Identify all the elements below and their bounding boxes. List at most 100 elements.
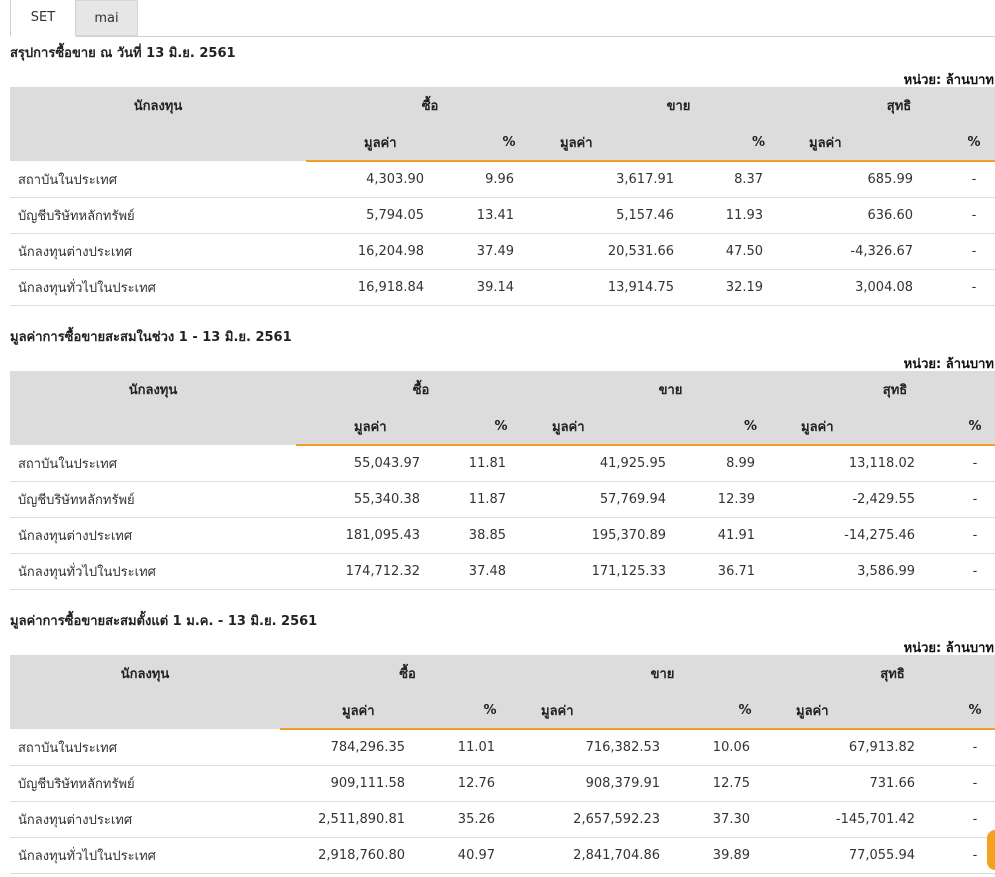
table-row: สถาบันในประเทศ 55,043.97 11.81 41,925.95 8.9… (10, 445, 995, 482)
buy-percent-cell: 11.01 (445, 729, 536, 766)
section-title-daily: สรุปการซื้อขาย ณ วันที่ 13 มิ.ย. 2561 (10, 46, 236, 61)
net-percent-cell: - (953, 161, 995, 198)
header-sell-percent: % (700, 692, 791, 730)
sell-value-cell: 5,157.46 (554, 197, 715, 234)
header-net-value: มูลค่า (803, 124, 954, 162)
header-buy-value: มูลค่า (280, 692, 445, 730)
investor-name-cell: นักลงทุนทั่วไปในประเทศ (10, 269, 306, 306)
header-buy: ซื้อ (296, 371, 547, 408)
buy-percent-cell: 37.49 (464, 233, 555, 270)
net-percent-cell: - (955, 445, 995, 482)
buy-percent-cell: 13.41 (464, 197, 555, 234)
buy-percent-cell: 11.81 (456, 445, 547, 482)
summary-table-year-to-date: นักลงทุน ซื้อ ขาย สุทธิ มูลค่า % มูลค่า … (10, 655, 995, 874)
sell-percent-cell: 47.50 (714, 233, 804, 270)
header-buy-percent: % (464, 124, 555, 162)
table-row: นักลงทุนทั่วไปในประเทศ 2,918,760.80 40.97 2… (10, 837, 995, 874)
sell-value-cell: 195,370.89 (546, 517, 707, 554)
tab-mai[interactable]: mai (76, 0, 138, 36)
sell-percent-cell: 36.71 (706, 553, 796, 590)
buy-percent-cell: 11.87 (456, 481, 547, 518)
buy-value-cell: 909,111.58 (280, 765, 445, 802)
sell-percent-cell: 32.19 (714, 269, 804, 306)
net-percent-cell: - (953, 269, 995, 306)
buy-value-cell: 4,303.90 (306, 161, 464, 198)
sell-percent-cell: 10.06 (700, 729, 791, 766)
buy-value-cell: 181,095.43 (296, 517, 456, 554)
sell-value-cell: 20,531.66 (554, 233, 715, 270)
buy-percent-cell: 40.97 (445, 837, 536, 874)
sell-percent-cell: 37.30 (700, 801, 791, 838)
net-percent-cell: - (953, 197, 995, 234)
header-sell: ขาย (554, 87, 804, 124)
buy-value-cell: 16,204.98 (306, 233, 464, 270)
header-sell-value: มูลค่า (554, 124, 715, 162)
net-percent-cell: - (955, 765, 995, 802)
table-row: สถาบันในประเทศ 4,303.90 9.96 3,617.91 8.37 68… (10, 161, 995, 198)
net-value-cell: 13,118.02 (795, 445, 956, 482)
buy-percent-cell: 37.48 (456, 553, 547, 590)
buy-percent-cell: 35.26 (445, 801, 536, 838)
net-percent-cell: - (953, 233, 995, 270)
market-tabs: SET mai (10, 0, 995, 37)
header-sell-percent: % (714, 124, 804, 162)
header-blank (10, 408, 296, 445)
net-value-cell: -4,326.67 (803, 233, 954, 270)
summary-table-month-to-date: นักลงทุน ซื้อ ขาย สุทธิ มูลค่า % มูลค่า … (10, 371, 995, 590)
investor-name-cell: บัญชีบริษัทหลักทรัพย์ (10, 765, 280, 802)
header-sell: ขาย (535, 655, 791, 692)
buy-value-cell: 174,712.32 (296, 553, 456, 590)
net-value-cell: -14,275.46 (795, 517, 956, 554)
buy-value-cell: 16,918.84 (306, 269, 464, 306)
sell-percent-cell: 41.91 (706, 517, 796, 554)
investor-name-cell: นักลงทุนทั่วไปในประเทศ (10, 553, 296, 590)
header-net-value: มูลค่า (790, 692, 956, 730)
investor-name-cell: นักลงทุนต่างประเทศ (10, 233, 306, 270)
header-sell-percent: % (706, 408, 796, 446)
buy-percent-cell: 39.14 (464, 269, 555, 306)
header-net-percent: % (955, 692, 995, 730)
net-percent-cell: - (955, 517, 995, 554)
net-value-cell: -145,701.42 (790, 801, 956, 838)
net-value-cell: 636.60 (803, 197, 954, 234)
header-blank (10, 692, 280, 729)
buy-value-cell: 2,918,760.80 (280, 837, 445, 874)
net-value-cell: 685.99 (803, 161, 954, 198)
net-value-cell: 77,055.94 (790, 837, 956, 874)
sell-percent-cell: 12.75 (700, 765, 791, 802)
investor-name-cell: สถาบันในประเทศ (10, 445, 296, 482)
sell-value-cell: 908,379.91 (535, 765, 701, 802)
sell-value-cell: 57,769.94 (546, 481, 707, 518)
net-value-cell: 3,586.99 (795, 553, 956, 590)
floating-widget-tab[interactable] (987, 830, 995, 870)
header-investor: นักลงทุน (10, 371, 296, 408)
unit-label: หน่วย: ล้านบาท (903, 641, 994, 656)
buy-value-cell: 55,340.38 (296, 481, 456, 518)
table-row: บัญชีบริษัทหลักทรัพย์ 5,794.05 13.41 5,157.… (10, 197, 995, 234)
sell-value-cell: 2,657,592.23 (535, 801, 701, 838)
table-row: นักลงทุนต่างประเทศ 181,095.43 38.85 195,370… (10, 517, 995, 554)
header-buy-value: มูลค่า (296, 408, 456, 446)
header-buy-value: มูลค่า (306, 124, 464, 162)
sell-percent-cell: 12.39 (706, 481, 796, 518)
buy-percent-cell: 38.85 (456, 517, 547, 554)
header-investor: นักลงทุน (10, 87, 306, 124)
header-net-percent: % (955, 408, 995, 446)
sell-percent-cell: 8.37 (714, 161, 804, 198)
table-row: สถาบันในประเทศ 784,296.35 11.01 716,382.53 1… (10, 729, 995, 766)
header-buy-percent: % (456, 408, 547, 446)
table-row: บัญชีบริษัทหลักทรัพย์ 909,111.58 12.76 908,… (10, 765, 995, 802)
net-value-cell: 731.66 (790, 765, 956, 802)
buy-value-cell: 55,043.97 (296, 445, 456, 482)
sell-value-cell: 171,125.33 (546, 553, 707, 590)
tab-set[interactable]: SET (10, 0, 76, 37)
sell-value-cell: 41,925.95 (546, 445, 707, 482)
net-percent-cell: - (955, 553, 995, 590)
table-row: นักลงทุนทั่วไปในประเทศ 174,712.32 37.48 171… (10, 553, 995, 590)
header-sell-value: มูลค่า (546, 408, 707, 446)
unit-label: หน่วย: ล้านบาท (903, 357, 994, 372)
table-row: นักลงทุนต่างประเทศ 2,511,890.81 35.26 2,657… (10, 801, 995, 838)
table-row: นักลงทุนต่างประเทศ 16,204.98 37.49 20,531.6… (10, 233, 995, 270)
header-buy-percent: % (445, 692, 536, 730)
section-title-year-to-date: มูลค่าการซื้อขายสะสมตั้งแต่ 1 ม.ค. - 13 … (10, 614, 318, 629)
